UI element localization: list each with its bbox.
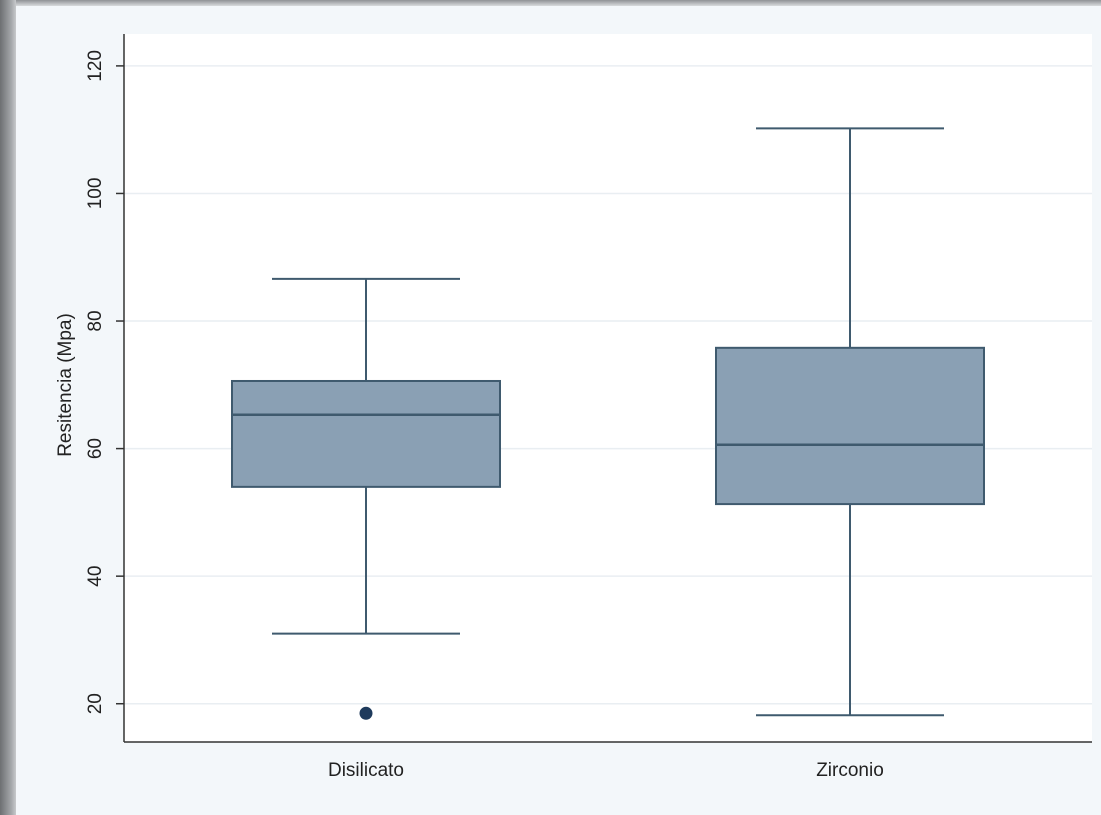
outlier-point-disilicato-0 <box>359 706 373 720</box>
boxes <box>231 127 985 720</box>
y-tick-label-60: 60 <box>85 438 106 459</box>
box-zirconio <box>715 127 985 717</box>
y-tick-label-100: 100 <box>85 178 106 210</box>
left-bezel <box>0 0 16 815</box>
x-tick-label-zirconio: Zirconio <box>816 760 884 781</box>
box-disilicato <box>231 277 501 720</box>
iqr-box-disilicato <box>231 379 501 488</box>
x-tick-label-disilicato: Disilicato <box>328 760 404 781</box>
y-tick-label-80: 80 <box>85 310 106 331</box>
top-bezel <box>0 0 1101 6</box>
y-tick-label-20: 20 <box>85 693 106 714</box>
y-axis-label: Resitencia (Mpa) <box>55 313 76 457</box>
iqr-box-zirconio <box>715 346 985 506</box>
axes: 20 40 60 80 100 120 Disilicato Zirconio <box>85 34 1092 781</box>
y-tick-label-40: 40 <box>85 566 106 587</box>
y-tick-label-120: 120 <box>85 50 106 82</box>
